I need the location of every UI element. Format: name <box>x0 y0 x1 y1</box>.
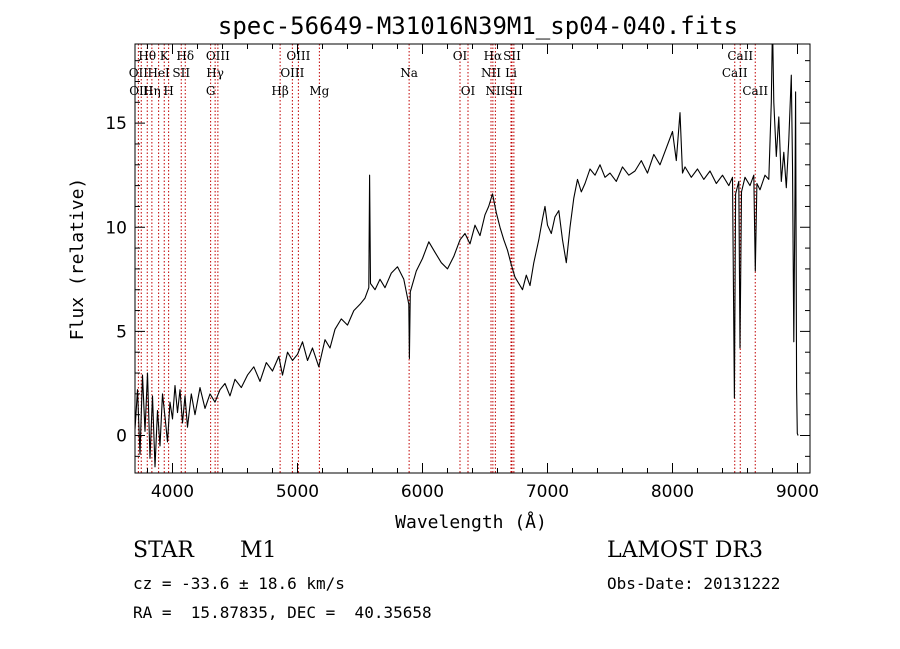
emission-line-label: Na <box>400 66 418 80</box>
x-axis-label: Wavelength (Å) <box>395 511 547 533</box>
y-tick-label: 5 <box>116 322 127 342</box>
x-tick-label: 6000 <box>401 482 444 502</box>
emission-line-label: NII <box>481 66 501 80</box>
x-tick-label: 5000 <box>276 482 319 502</box>
emission-line-label: Hθ <box>138 49 156 63</box>
redshift-value: cz = -33.6 ± 18.6 km/s <box>133 574 345 593</box>
chart-title: spec-56649-M31016N39M1_sp04-040.fits <box>218 12 738 40</box>
object-subclass: M1 <box>240 538 277 563</box>
emission-line-label: CaII <box>727 49 753 63</box>
emission-line-label: Hβ <box>271 84 288 98</box>
y-tick-label: 10 <box>105 218 127 238</box>
emission-line-label: CaII <box>742 84 768 98</box>
emission-line-label: K <box>160 49 170 63</box>
emission-line-label: NII <box>485 84 505 98</box>
emission-line-label: Mg <box>309 84 329 98</box>
emission-line-label: OII <box>129 66 149 80</box>
emission-line-label: OIII <box>286 49 310 63</box>
emission-line-label: SII <box>505 84 523 98</box>
emission-line-label: H <box>163 84 173 98</box>
plot-frame <box>134 43 811 474</box>
x-tick-label: 4000 <box>151 482 194 502</box>
emission-line-label: SII <box>503 49 521 63</box>
emission-line-label: HeI <box>147 66 170 80</box>
emission-line-label: SII <box>172 66 190 80</box>
y-axis-label: Flux (relative) <box>67 178 88 341</box>
emission-line-label: Hδ <box>176 49 194 63</box>
emission-line-label: Li <box>505 66 517 80</box>
emission-line-label: CaII <box>722 66 748 80</box>
obs-date: Obs-Date: 20131222 <box>607 574 781 593</box>
flux-series <box>135 44 799 468</box>
x-tick-label: 8000 <box>651 482 694 502</box>
x-tick-label: 9000 <box>776 482 819 502</box>
emission-line-label: Hη <box>143 84 161 98</box>
survey-name: LAMOST DR3 <box>607 538 763 563</box>
emission-line-label: OI <box>461 84 476 98</box>
emission-line-label: G <box>206 84 216 98</box>
emission-line-label: OI <box>453 49 468 63</box>
axis-tick-labels: 4000 5000 6000 7000 8000 9000 0 5 10 15 <box>105 114 819 502</box>
axis-ticks <box>135 44 810 473</box>
y-tick-label: 0 <box>116 427 127 447</box>
flux-line <box>135 44 799 468</box>
object-class: STAR <box>133 538 194 563</box>
emission-line-label: Hα <box>484 49 503 63</box>
y-tick-label: 15 <box>105 114 127 134</box>
emission-line-label: OIII <box>206 49 230 63</box>
x-tick-label: 7000 <box>526 482 569 502</box>
emission-line-label: OIII <box>280 66 304 80</box>
emission-line-label: Hγ <box>206 66 224 80</box>
emission-line-markers <box>137 44 756 473</box>
coordinates: RA = 15.87835, DEC = 40.35658 <box>133 603 432 622</box>
